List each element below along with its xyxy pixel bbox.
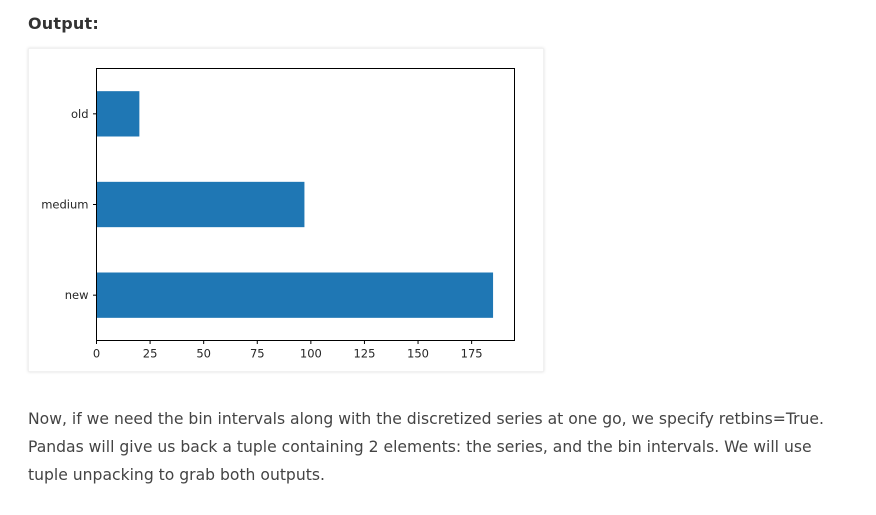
bar-new <box>96 272 494 318</box>
x-tick-label-125: 125 <box>353 347 375 361</box>
y-tick-label-new: new <box>65 288 89 302</box>
x-tick-label-100: 100 <box>300 347 322 361</box>
chart-figure: new medium old 0 25 50 75 100 125 150 175 <box>28 48 544 372</box>
bar-old <box>96 91 140 137</box>
explanation-paragraph: Now, if we need the bin intervals along … <box>28 410 824 484</box>
x-tick-label-50: 50 <box>196 347 211 361</box>
plot-frame <box>96 68 515 341</box>
y-tick-label-medium: medium <box>41 198 88 212</box>
output-label: Output: <box>28 14 99 33</box>
bar-medium <box>96 181 305 228</box>
x-tick-label-150: 150 <box>407 347 429 361</box>
x-tick-label-0: 0 <box>93 347 100 361</box>
x-tick-label-75: 75 <box>250 347 265 361</box>
y-tick-label-old: old <box>71 107 89 121</box>
x-tick-label-175: 175 <box>461 347 483 361</box>
bar-chart: new medium old 0 25 50 75 100 125 150 175 <box>41 68 515 361</box>
x-tick-label-25: 25 <box>143 347 158 361</box>
